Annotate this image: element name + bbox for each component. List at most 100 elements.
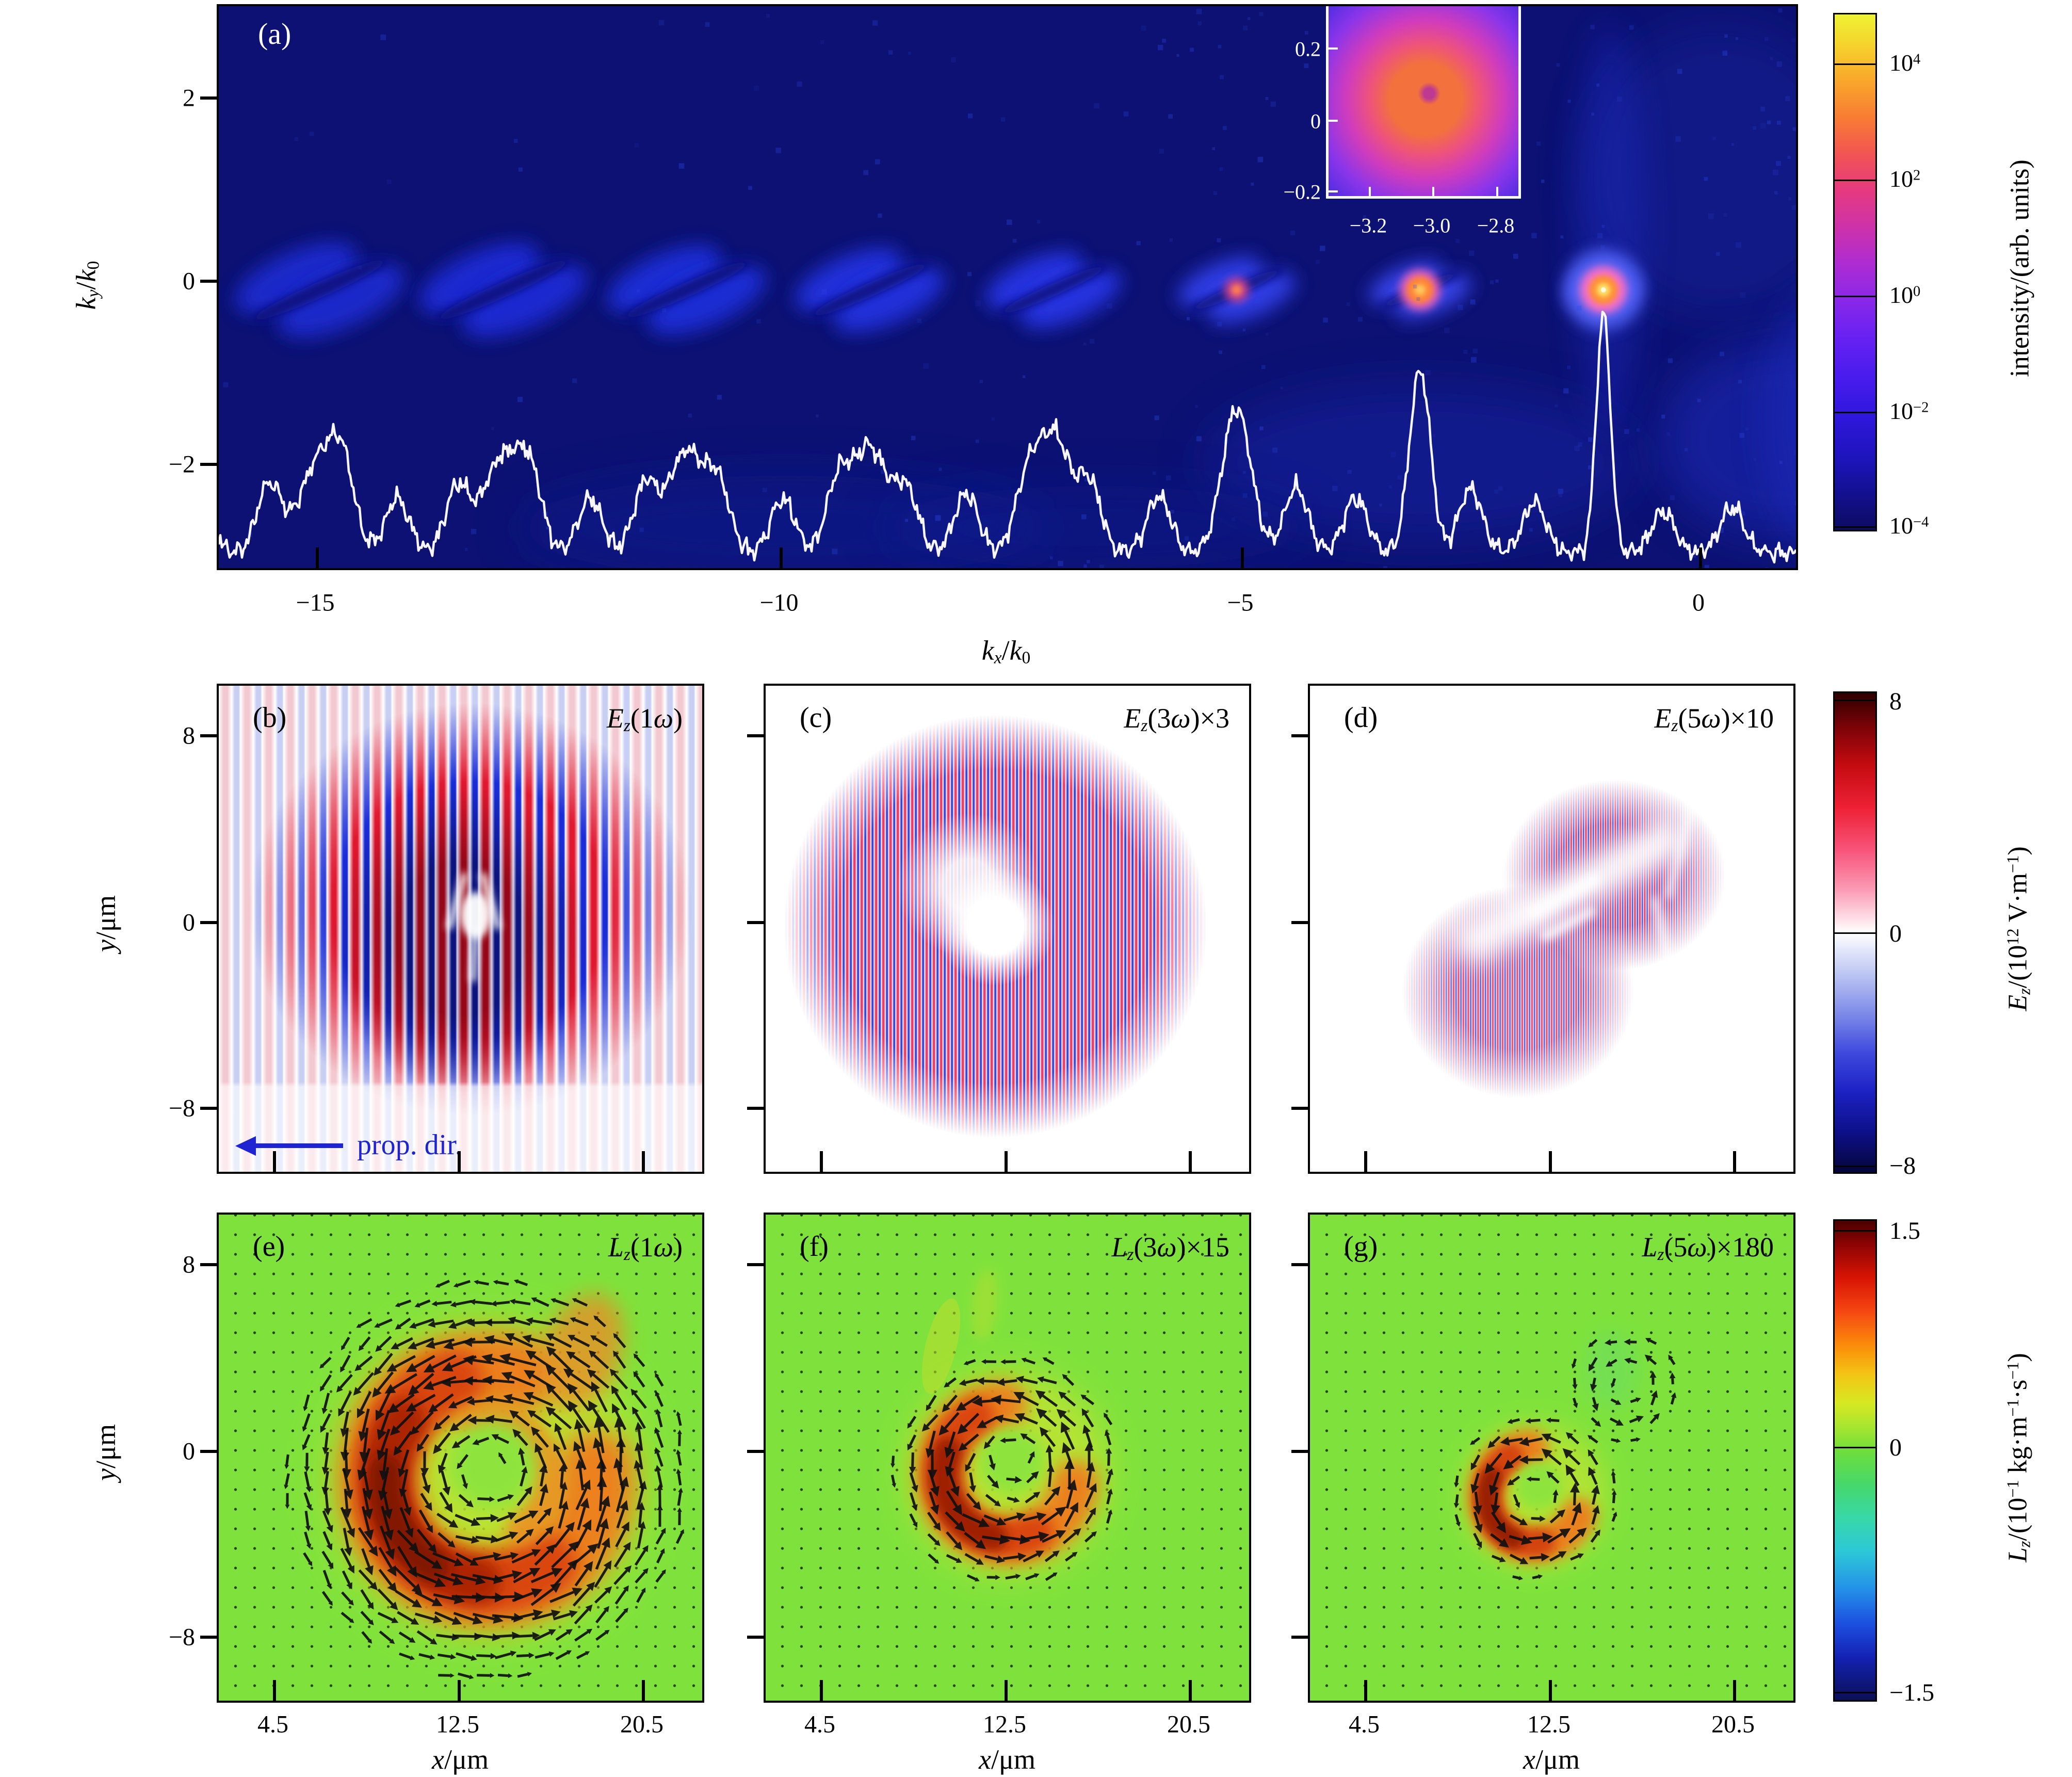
- xtick: [1005, 1680, 1008, 1701]
- yaxis-label-a: ky/k0: [70, 261, 103, 310]
- cbar-lz-tick: −1.5: [1889, 1679, 1935, 1706]
- xtick-label-e: 12.5: [436, 1710, 479, 1738]
- xtick-label-f: 20.5: [1167, 1710, 1210, 1738]
- ytick-label-a: 0: [183, 267, 195, 295]
- colorbar-lz: [1833, 1219, 1877, 1702]
- panel-c-title: Ez(3ω)×3: [1124, 703, 1229, 735]
- ytick-g: [1291, 1636, 1308, 1639]
- ytick-a: [200, 280, 217, 283]
- prop-dir-arrowhead: [235, 1136, 256, 1156]
- cbar-ez-tick: 8: [1889, 688, 1902, 715]
- ytick-d: [1291, 1107, 1308, 1110]
- inset-ytick: [1329, 190, 1338, 192]
- cbar-int-tick: 10−4: [1889, 512, 1929, 539]
- ytick-c: [747, 1107, 764, 1110]
- xtick: [820, 1151, 823, 1172]
- xtick-label-a: −5: [1227, 589, 1254, 617]
- xtick-label-a: −10: [759, 589, 799, 617]
- xtick-label-f: 12.5: [983, 1710, 1026, 1738]
- cbar-lz-label: Lz/(10−1 kg·m−1·s−1): [2003, 1353, 2034, 1562]
- xtick-label-e: 4.5: [257, 1710, 288, 1738]
- panel-d-ez5: (d) Ez(5ω)×10: [1308, 684, 1795, 1174]
- xtick: [1733, 1151, 1736, 1172]
- inset-xtick: [1496, 187, 1498, 196]
- xtick-a: [316, 547, 319, 568]
- colorbar-tick: [1835, 1692, 1875, 1693]
- panel-c-ez3: (c) Ez(3ω)×3: [764, 684, 1251, 1174]
- ytick-label-b: 8: [183, 722, 195, 750]
- colorbar-intensity: [1833, 13, 1877, 531]
- panel-d-letter: (d): [1344, 702, 1378, 734]
- ez1-envelope-edge: [219, 686, 702, 1172]
- colorbar-tick: [1835, 1447, 1875, 1448]
- ytick-label-b: 0: [183, 909, 195, 936]
- xtick: [1549, 1680, 1552, 1701]
- colorbar-ez: [1833, 691, 1877, 1174]
- xtick-label-e: 20.5: [620, 1710, 663, 1738]
- inset-xtick: [1369, 187, 1371, 196]
- xtick: [458, 1680, 461, 1701]
- xtick: [1364, 1680, 1367, 1701]
- ytick-g: [1291, 1263, 1308, 1266]
- panel-b-ez1: (b) Ez(1ω) prop. dir.: [217, 684, 704, 1174]
- inset-ytick-label: 0: [1310, 109, 1321, 133]
- panel-f-letter: (f): [800, 1231, 829, 1263]
- ytick-b: [200, 1107, 217, 1110]
- colorbar-tick: [1835, 1230, 1875, 1232]
- ytick-label-e: −8: [168, 1623, 195, 1651]
- colorbar-tick: [1835, 180, 1875, 181]
- xtick: [1189, 1680, 1192, 1701]
- xtick-label-g: 4.5: [1349, 1710, 1380, 1738]
- panel-g-title: Lz(5ω)×180: [1642, 1232, 1774, 1264]
- inset-3rd-harmonic: [1326, 6, 1521, 199]
- yaxis-label-e: y/μm: [90, 1424, 121, 1481]
- inset-xtick: [1432, 187, 1434, 196]
- inset-xtick-label: −2.8: [1477, 214, 1515, 237]
- colorbar-tick: [1835, 526, 1875, 528]
- cbar-ez-tick: 0: [1889, 920, 1902, 947]
- xtick-a: [1699, 547, 1702, 568]
- ytick-label-b: −8: [168, 1094, 195, 1122]
- xaxis-label-e: x/μm: [432, 1744, 489, 1775]
- ytick-e: [200, 1636, 217, 1639]
- ytick-d: [1291, 921, 1308, 924]
- inset-ytick: [1329, 120, 1338, 122]
- spectrum-heatmap: [219, 8, 1796, 568]
- colorbar-tick: [1835, 1166, 1875, 1167]
- panel-b-letter: (b): [253, 702, 287, 734]
- cbar-int-label: intensity/(arb. units): [2005, 159, 2035, 377]
- panel-f-title: Lz(3ω)×15: [1111, 1232, 1229, 1264]
- panel-e-title: Lz(1ω): [608, 1232, 683, 1264]
- xaxis-label-f: x/μm: [979, 1744, 1035, 1775]
- xaxis-label-g: x/μm: [1523, 1744, 1580, 1775]
- ytick-label-a: −2: [168, 450, 195, 478]
- cbar-int-tick: 10−2: [1889, 398, 1929, 424]
- xtick-a: [780, 547, 783, 568]
- colorbar-tick: [1835, 296, 1875, 297]
- xtick-label-a: −15: [296, 589, 335, 617]
- inset-xtick-label: −3.0: [1413, 214, 1451, 237]
- panel-d-title: Ez(5ω)×10: [1654, 703, 1774, 735]
- xtick: [458, 1151, 461, 1172]
- cbar-lz-tick: 0: [1889, 1434, 1902, 1461]
- yaxis-label-b: y/μm: [90, 895, 121, 952]
- cbar-int-tick: 104: [1889, 50, 1921, 76]
- xtick-label-g: 20.5: [1711, 1710, 1755, 1738]
- ytick-e: [200, 1263, 217, 1266]
- lz5-vortex: [1453, 1331, 1677, 1580]
- xtick: [273, 1151, 276, 1172]
- ytick-b: [200, 734, 217, 737]
- inset-xtick-label: −3.2: [1349, 214, 1387, 237]
- cbar-int-tick: 102: [1889, 166, 1921, 192]
- ytick-label-e: 0: [183, 1437, 195, 1465]
- ytick-e: [200, 1450, 217, 1453]
- ez3-glare: [766, 686, 1249, 1172]
- lz1-vortex: [284, 1279, 684, 1679]
- inset-ytick: [1329, 47, 1338, 50]
- xtick: [642, 1680, 645, 1701]
- colorbar-tick: [1835, 932, 1875, 934]
- xtick: [1733, 1680, 1736, 1701]
- inset-ytick-label: 0.2: [1295, 37, 1321, 61]
- panel-a-letter: (a): [258, 17, 292, 51]
- xtick-label-g: 12.5: [1527, 1710, 1571, 1738]
